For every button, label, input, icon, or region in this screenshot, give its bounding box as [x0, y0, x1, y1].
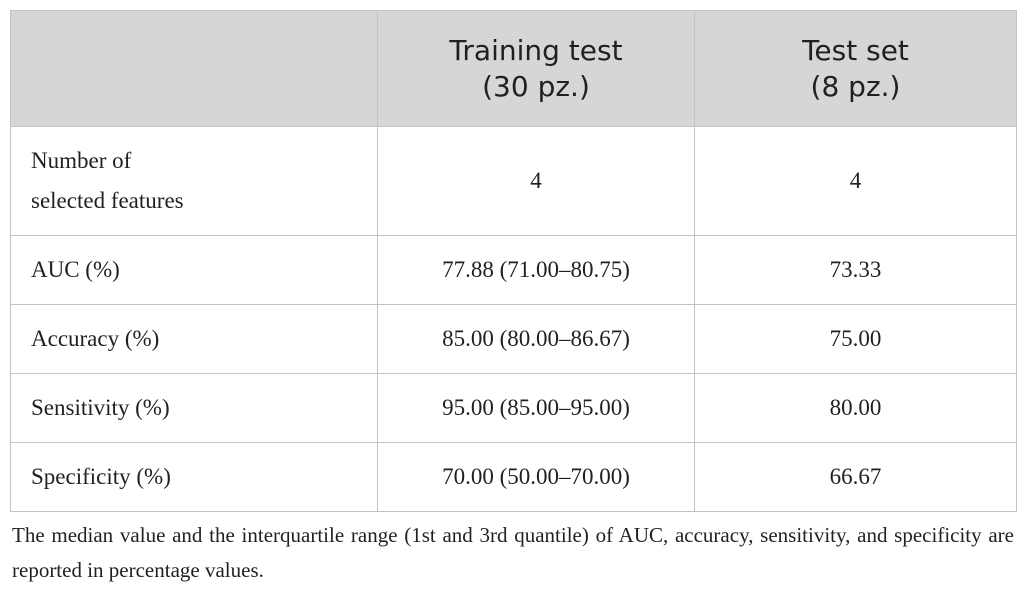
row-label: AUC (%) [10, 235, 378, 305]
header-line: Training test [449, 33, 623, 67]
cell-value: 4 [694, 126, 1017, 236]
footnote: The median value and the interquartile r… [12, 523, 1014, 582]
header-line: (8 pz.) [810, 69, 901, 103]
table-row: Accuracy (%) 85.00 (80.00–86.67) 75.00 [10, 304, 1017, 374]
column-header: Training test (30 pz.) [377, 10, 695, 127]
header-line: Test set [802, 33, 909, 67]
results-table: Training test (30 pz.) Test set (8 pz.) Num… [10, 10, 1017, 512]
table-row: Number of selected features 4 4 [10, 126, 1017, 236]
header-corner [10, 10, 378, 127]
row-label: Number of selected features [10, 126, 378, 236]
column-header: Test set (8 pz.) [694, 10, 1017, 127]
row-label: Accuracy (%) [10, 304, 378, 374]
cell-value: 66.67 [694, 442, 1017, 512]
cell-value: 77.88 (71.00–80.75) [377, 235, 695, 305]
header-line: (30 pz.) [482, 69, 590, 103]
row-label: Sensitivity (%) [10, 373, 378, 443]
cell-value: 75.00 [694, 304, 1017, 374]
table-row: AUC (%) 77.88 (71.00–80.75) 73.33 [10, 235, 1017, 305]
cell-value: 80.00 [694, 373, 1017, 443]
cell-value: 73.33 [694, 235, 1017, 305]
table-row: Sensitivity (%) 95.00 (85.00–95.00) 80.00 [10, 373, 1017, 443]
label-line: Specificity (%) [31, 464, 171, 489]
table-row: Specificity (%) 70.00 (50.00–70.00) 66.67 [10, 442, 1017, 512]
cell-value: 85.00 (80.00–86.67) [377, 304, 695, 374]
label-line: Sensitivity (%) [31, 395, 170, 420]
cell-value: 70.00 (50.00–70.00) [377, 442, 695, 512]
cell-value: 95.00 (85.00–95.00) [377, 373, 695, 443]
label-line: selected features [31, 188, 184, 213]
label-line: Accuracy (%) [31, 326, 160, 351]
cell-value: 4 [377, 126, 695, 236]
label-line: Number of [31, 148, 132, 173]
header-row: Training test (30 pz.) Test set (8 pz.) [10, 10, 1017, 127]
row-label: Specificity (%) [10, 442, 378, 512]
label-line: AUC (%) [31, 257, 120, 282]
table-body: Number of selected features 4 4 AUC (%) 77.88… [10, 126, 1017, 512]
